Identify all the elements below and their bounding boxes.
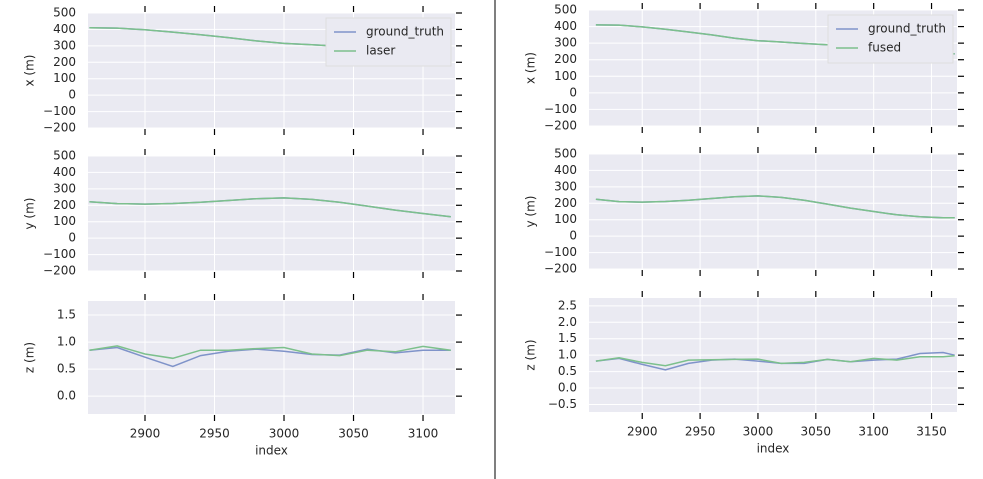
x-tick-label: 2950 bbox=[685, 425, 716, 439]
series-line bbox=[595, 195, 955, 219]
y-tick-label: 0.0 bbox=[558, 381, 577, 395]
y-tick-label: −100 bbox=[544, 245, 577, 259]
y-tick-label: −100 bbox=[43, 104, 76, 118]
y-axis-label: y (m) bbox=[23, 198, 37, 230]
y-tick-label: 0.0 bbox=[57, 389, 76, 403]
y-tick-label: 0 bbox=[569, 229, 577, 243]
y-tick-label: 1.0 bbox=[558, 348, 577, 362]
y-tick-label: −200 bbox=[544, 262, 577, 276]
y-tick-label: −200 bbox=[544, 119, 577, 133]
y-tick-label: 500 bbox=[554, 147, 577, 161]
x-tick-label: 3050 bbox=[338, 427, 369, 441]
y-tick-label: 500 bbox=[53, 6, 76, 20]
x-axis-label: index bbox=[255, 444, 288, 458]
y-tick-label: 2.0 bbox=[558, 315, 577, 329]
x-tick-label: 2900 bbox=[130, 427, 161, 441]
y-tick-label: 400 bbox=[554, 19, 577, 33]
legend-box bbox=[325, 17, 452, 67]
y-tick-label: 0 bbox=[68, 231, 76, 245]
y-tick-label: 200 bbox=[554, 52, 577, 66]
plot-area bbox=[88, 156, 455, 271]
y-tick-label: 100 bbox=[53, 214, 76, 228]
y-axis-label: y (m) bbox=[524, 196, 538, 228]
y-tick-label: 100 bbox=[554, 69, 577, 83]
plot-area bbox=[589, 154, 957, 269]
y-tick-label: 300 bbox=[53, 38, 76, 52]
y-tick-label: 400 bbox=[554, 163, 577, 177]
y-tick-label: 100 bbox=[554, 212, 577, 226]
x-axis-label: index bbox=[757, 442, 790, 456]
x-tick-label: 3000 bbox=[269, 427, 300, 441]
y-tick-label: 200 bbox=[53, 55, 76, 69]
x-tick-label: 3100 bbox=[408, 427, 439, 441]
x-tick-label: 2950 bbox=[199, 427, 230, 441]
y-tick-label: 200 bbox=[554, 196, 577, 210]
legend-label: ground_truth bbox=[868, 22, 946, 36]
y-tick-label: −200 bbox=[43, 264, 76, 278]
legend-box bbox=[827, 14, 954, 64]
series-line bbox=[595, 355, 955, 367]
plot-area bbox=[88, 301, 455, 414]
y-tick-label: 2.5 bbox=[558, 298, 577, 312]
y-tick-label: 400 bbox=[53, 165, 76, 179]
y-tick-label: 0.5 bbox=[558, 364, 577, 378]
legend-label: ground_truth bbox=[366, 25, 444, 39]
y-tick-label: 400 bbox=[53, 22, 76, 36]
y-tick-label: 300 bbox=[554, 179, 577, 193]
x-tick-label: 2900 bbox=[627, 425, 658, 439]
y-tick-label: 100 bbox=[53, 71, 76, 85]
legend-label: fused bbox=[868, 41, 901, 55]
x-tick-label: 3000 bbox=[743, 425, 774, 439]
y-tick-label: −100 bbox=[544, 102, 577, 116]
legend-label: laser bbox=[366, 44, 395, 58]
series-line bbox=[89, 197, 451, 218]
y-tick-label: 1.0 bbox=[57, 335, 76, 349]
x-tick-label: 3150 bbox=[916, 425, 947, 439]
y-axis-label: z (m) bbox=[23, 342, 37, 373]
y-tick-label: 0 bbox=[569, 85, 577, 99]
y-tick-label: −100 bbox=[43, 247, 76, 261]
y-tick-label: 300 bbox=[554, 36, 577, 50]
y-tick-label: 500 bbox=[53, 149, 76, 163]
y-axis-label: x (m) bbox=[524, 52, 538, 84]
y-tick-label: 300 bbox=[53, 181, 76, 195]
x-tick-label: 3050 bbox=[801, 425, 832, 439]
series-line bbox=[89, 345, 451, 360]
y-tick-label: −200 bbox=[43, 121, 76, 135]
x-tick-label: 3100 bbox=[858, 425, 889, 439]
y-tick-label: −0.5 bbox=[548, 397, 577, 411]
y-tick-label: 0.5 bbox=[57, 362, 76, 376]
y-tick-label: 1.5 bbox=[558, 331, 577, 345]
y-tick-label: 1.5 bbox=[57, 308, 76, 322]
y-tick-label: 0 bbox=[68, 88, 76, 102]
y-tick-label: 500 bbox=[554, 3, 577, 17]
y-tick-label: 200 bbox=[53, 198, 76, 212]
y-axis-label: x (m) bbox=[23, 55, 37, 87]
y-axis-label: z (m) bbox=[524, 339, 538, 370]
